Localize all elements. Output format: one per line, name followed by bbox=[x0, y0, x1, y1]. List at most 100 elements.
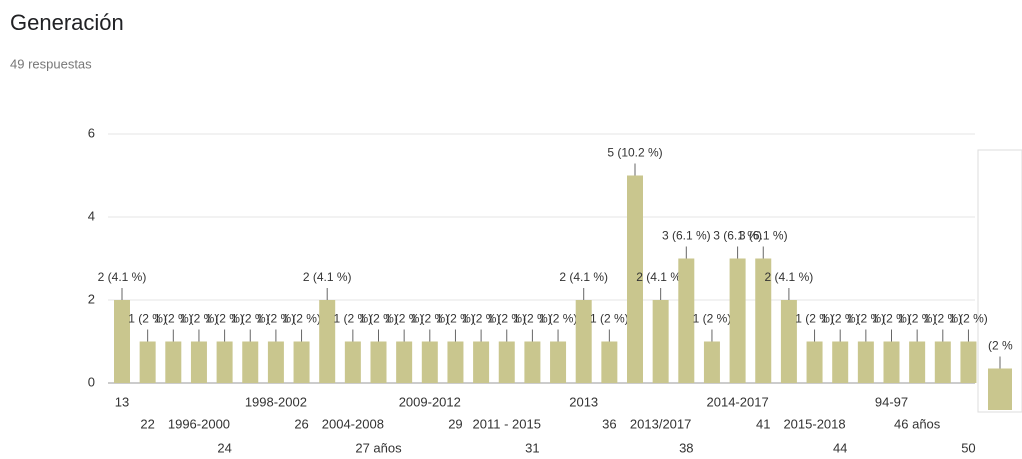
bar bbox=[216, 341, 233, 383]
bar bbox=[857, 341, 874, 383]
x-tick-label: 29 bbox=[448, 416, 462, 431]
value-label: 2 (4.1 %) bbox=[98, 270, 147, 284]
value-label: 1 (2 %) bbox=[539, 312, 578, 326]
value-label: 1 (2 %) bbox=[205, 312, 244, 326]
value-label: 1 (2 %) bbox=[257, 312, 296, 326]
value-label: 1 (2 %) bbox=[847, 312, 886, 326]
value-label: 1 (2 %) bbox=[334, 312, 373, 326]
value-label: 1 (2 %) bbox=[410, 312, 449, 326]
value-label: 3 (6.1 %) bbox=[662, 229, 711, 243]
bar bbox=[165, 341, 182, 383]
bar bbox=[780, 300, 797, 383]
value-label: 1 (2 %) bbox=[231, 312, 270, 326]
bar bbox=[909, 341, 926, 383]
bar bbox=[601, 341, 618, 383]
value-label: (2 % bbox=[988, 339, 1013, 353]
x-tick-label: 94-97 bbox=[875, 394, 908, 409]
bar bbox=[652, 300, 669, 383]
x-tick-label: 27 años bbox=[355, 440, 402, 455]
bar bbox=[447, 341, 464, 383]
side-chart: (2 % bbox=[988, 339, 1013, 410]
value-label: 1 (2 %) bbox=[359, 312, 398, 326]
bar bbox=[421, 341, 438, 383]
bar bbox=[473, 341, 490, 383]
bar bbox=[988, 368, 1012, 410]
y-tick-label: 6 bbox=[88, 125, 95, 140]
x-tick-label: 1996-2000 bbox=[168, 416, 230, 431]
bar bbox=[703, 341, 720, 383]
bar bbox=[344, 341, 361, 383]
value-label: 1 (2 %) bbox=[898, 312, 937, 326]
bar bbox=[190, 341, 207, 383]
value-label: 1 (2 %) bbox=[462, 312, 501, 326]
value-label: 1 (2 %) bbox=[154, 312, 193, 326]
bar bbox=[960, 341, 977, 383]
value-label: 3 (6.1 %) bbox=[713, 229, 762, 243]
x-tick-label: 2009-2012 bbox=[399, 394, 461, 409]
value-label: 5 (10.2 %) bbox=[607, 146, 662, 160]
bar bbox=[883, 341, 900, 383]
value-label: 2 (4.1 %) bbox=[636, 270, 685, 284]
bar bbox=[293, 341, 310, 383]
x-tick-label: 2013 bbox=[569, 394, 598, 409]
value-label: 2 (4.1 %) bbox=[765, 270, 814, 284]
value-label: 1 (2 %) bbox=[821, 312, 860, 326]
y-tick-label: 0 bbox=[88, 374, 95, 389]
x-tick-label: 36 bbox=[602, 416, 616, 431]
bar bbox=[267, 341, 284, 383]
bar bbox=[524, 341, 541, 383]
value-label: 1 (2 %) bbox=[872, 312, 911, 326]
bar bbox=[678, 258, 695, 383]
x-tick-label: 2015-2018 bbox=[783, 416, 845, 431]
value-label: 1 (2 %) bbox=[949, 312, 988, 326]
value-label: 2 (4.1 %) bbox=[559, 270, 608, 284]
bar bbox=[319, 300, 336, 383]
bar bbox=[242, 341, 259, 383]
chart-subtitle: 49 respuestas bbox=[10, 56, 92, 71]
x-tick-label: 46 años bbox=[894, 416, 941, 431]
bar bbox=[832, 341, 849, 383]
x-tick-label: 50 bbox=[961, 440, 975, 455]
x-tick-label: 24 bbox=[217, 440, 231, 455]
value-label: 1 (2 %) bbox=[282, 312, 321, 326]
x-tick-label: 2011 - 2015 bbox=[473, 416, 541, 431]
x-tick-label: 44 bbox=[833, 440, 847, 455]
bar bbox=[934, 341, 951, 383]
bar bbox=[139, 341, 156, 383]
chart-title: Generación bbox=[10, 10, 124, 35]
value-label: 1 (2 %) bbox=[180, 312, 219, 326]
bar bbox=[627, 175, 643, 383]
value-label: 1 (2 %) bbox=[487, 312, 526, 326]
value-label: 2 (4.1 %) bbox=[303, 270, 352, 284]
x-tick-label: 31 bbox=[525, 440, 539, 455]
value-label: 1 (2 %) bbox=[385, 312, 424, 326]
value-label: 1 (2 %) bbox=[513, 312, 552, 326]
x-tick-label: 1998-2002 bbox=[245, 394, 307, 409]
bar bbox=[806, 341, 823, 383]
x-tick-label: 2014-2017 bbox=[707, 394, 769, 409]
x-tick-label: 2013/2017 bbox=[630, 416, 691, 431]
x-tick-label: 22 bbox=[140, 416, 154, 431]
bar bbox=[550, 341, 567, 383]
y-tick-label: 4 bbox=[88, 208, 95, 223]
bar bbox=[114, 300, 130, 383]
bar bbox=[755, 258, 772, 383]
bar bbox=[396, 341, 413, 383]
x-tick-label: 2004-2008 bbox=[322, 416, 384, 431]
y-tick-label: 2 bbox=[88, 291, 95, 306]
bar bbox=[370, 341, 387, 383]
value-label: 1 (2 %) bbox=[590, 312, 629, 326]
value-label: 1 (2 %) bbox=[693, 312, 732, 326]
x-tick-label: 41 bbox=[756, 416, 770, 431]
bar bbox=[498, 341, 515, 383]
value-label: 1 (2 %) bbox=[923, 312, 962, 326]
value-label: 3 (6.1 %) bbox=[739, 229, 788, 243]
value-label: 1 (2 %) bbox=[128, 312, 167, 326]
bar bbox=[729, 258, 746, 383]
value-label: 1 (2 %) bbox=[795, 312, 834, 326]
value-label: 1 (2 %) bbox=[436, 312, 475, 326]
bar bbox=[575, 300, 592, 383]
x-tick-label: 13 bbox=[115, 394, 129, 409]
x-tick-label: 26 bbox=[294, 416, 308, 431]
